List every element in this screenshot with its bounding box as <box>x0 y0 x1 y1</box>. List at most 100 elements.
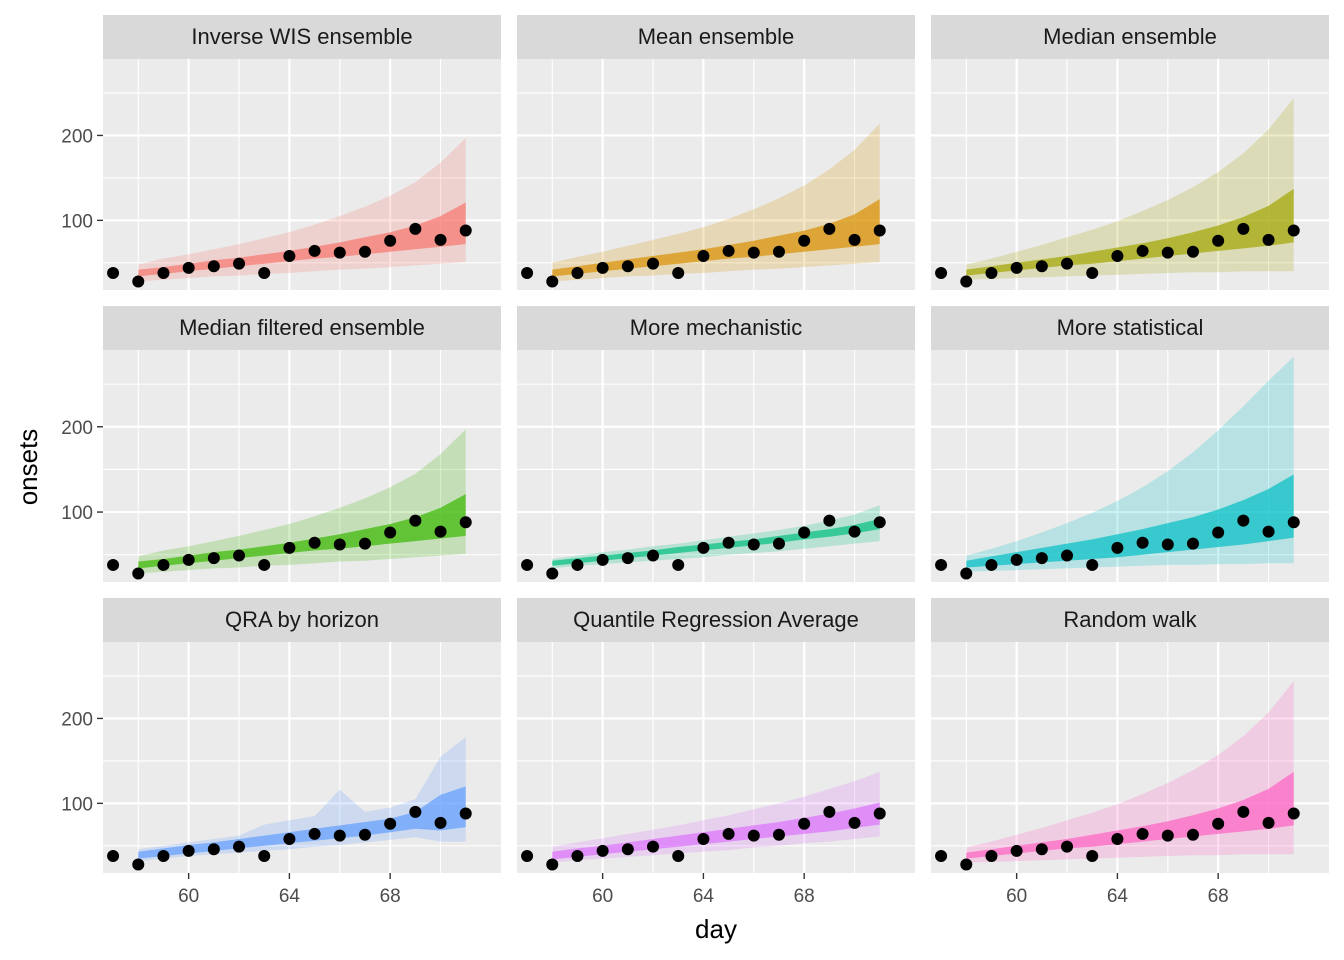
observed-point <box>1136 827 1149 840</box>
observed-point <box>873 807 886 820</box>
strip-title-qra-by-horizon: QRA by horizon <box>225 607 379 632</box>
observed-point <box>1010 844 1023 857</box>
observed-point <box>333 829 346 842</box>
observed-point <box>233 840 246 853</box>
observed-point <box>207 552 220 565</box>
observed-point <box>459 516 472 529</box>
inner-interval-band <box>552 802 880 860</box>
inner-interval-band <box>966 474 1294 568</box>
y-tick-label: 200 <box>61 126 93 147</box>
observed-point <box>409 805 422 818</box>
x-tick-label: 68 <box>1208 886 1229 907</box>
observed-point <box>409 222 422 235</box>
observed-point <box>358 537 371 550</box>
observed-point <box>935 558 948 571</box>
observed-point <box>283 250 296 263</box>
observed-point <box>1186 828 1199 841</box>
observed-point <box>308 244 321 257</box>
observed-point <box>722 536 735 549</box>
observed-point <box>107 267 120 280</box>
observed-point <box>283 833 296 846</box>
inner-interval-band <box>552 199 880 277</box>
observed-points <box>107 514 472 580</box>
observed-point <box>258 558 271 571</box>
strip-title-mean-ensemble: Mean ensemble <box>638 24 795 49</box>
observed-points <box>935 514 1300 580</box>
observed-point <box>747 538 760 551</box>
observed-point <box>182 553 195 566</box>
observed-point <box>848 233 861 246</box>
panel-random-walk: Random walk <box>931 598 1329 873</box>
x-tick-label: 68 <box>380 886 401 907</box>
observed-point <box>647 549 660 562</box>
observed-point <box>233 257 246 270</box>
observed-point <box>621 843 634 856</box>
observed-point <box>935 850 948 863</box>
observed-point <box>848 816 861 829</box>
observed-point <box>459 807 472 820</box>
observed-point <box>772 245 785 258</box>
observed-point <box>1136 536 1149 549</box>
observed-point <box>1161 246 1174 259</box>
inner-interval-band <box>138 494 466 569</box>
inner-interval-band <box>138 786 466 859</box>
observed-point <box>207 843 220 856</box>
observed-point <box>1262 816 1275 829</box>
observed-point <box>571 267 584 280</box>
x-tick-label: 60 <box>592 886 613 907</box>
observed-point <box>985 850 998 863</box>
strip-background <box>931 598 1329 642</box>
observed-point <box>672 850 685 863</box>
observed-point <box>132 858 145 871</box>
strip-title-more-statistical: More statistical <box>1057 315 1204 340</box>
y-tick-label: 100 <box>61 211 93 232</box>
inner-interval-band <box>138 202 466 277</box>
strip-title-median-ensemble: Median ensemble <box>1043 24 1217 49</box>
observed-point <box>697 250 710 263</box>
strip-background <box>517 306 915 350</box>
observed-point <box>1212 817 1225 830</box>
panel-median-ensemble: Median ensemble <box>931 15 1329 290</box>
strip-title-median-filtered-ensemble: Median filtered ensemble <box>179 315 425 340</box>
observed-point <box>873 516 886 529</box>
observed-point <box>1237 514 1250 527</box>
observed-point <box>1262 525 1275 538</box>
observed-point <box>308 827 321 840</box>
x-tick-label: 68 <box>794 886 815 907</box>
observed-points <box>521 222 886 288</box>
x-tick-label: 64 <box>1107 886 1129 907</box>
strip-background <box>517 598 915 642</box>
observed-point <box>233 549 246 562</box>
observed-point <box>823 222 836 235</box>
panel-qra-by-horizon: QRA by horizon <box>103 598 501 873</box>
observed-point <box>409 514 422 527</box>
observed-point <box>985 558 998 571</box>
observed-point <box>1086 558 1099 571</box>
x-axis-title: day <box>695 914 737 944</box>
observed-point <box>935 267 948 280</box>
observed-point <box>333 538 346 551</box>
outer-interval-band <box>552 771 880 863</box>
observed-point <box>798 234 811 247</box>
observed-point <box>132 275 145 288</box>
strip-background <box>931 15 1329 59</box>
observed-point <box>521 558 534 571</box>
inner-interval-band <box>966 188 1294 276</box>
observed-point <box>697 833 710 846</box>
observed-point <box>1035 260 1048 273</box>
observed-point <box>985 267 998 280</box>
observed-point <box>823 514 836 527</box>
y-tick-label: 100 <box>61 503 93 524</box>
observed-point <box>1287 224 1300 237</box>
strip-background <box>103 598 501 642</box>
observed-point <box>546 858 559 871</box>
observed-point <box>207 260 220 273</box>
observed-point <box>571 850 584 863</box>
observed-point <box>546 275 559 288</box>
observed-point <box>1287 516 1300 529</box>
strip-background <box>517 15 915 59</box>
observed-point <box>1161 538 1174 551</box>
observed-point <box>1212 234 1225 247</box>
observed-point <box>596 553 609 566</box>
observed-point <box>107 850 120 863</box>
